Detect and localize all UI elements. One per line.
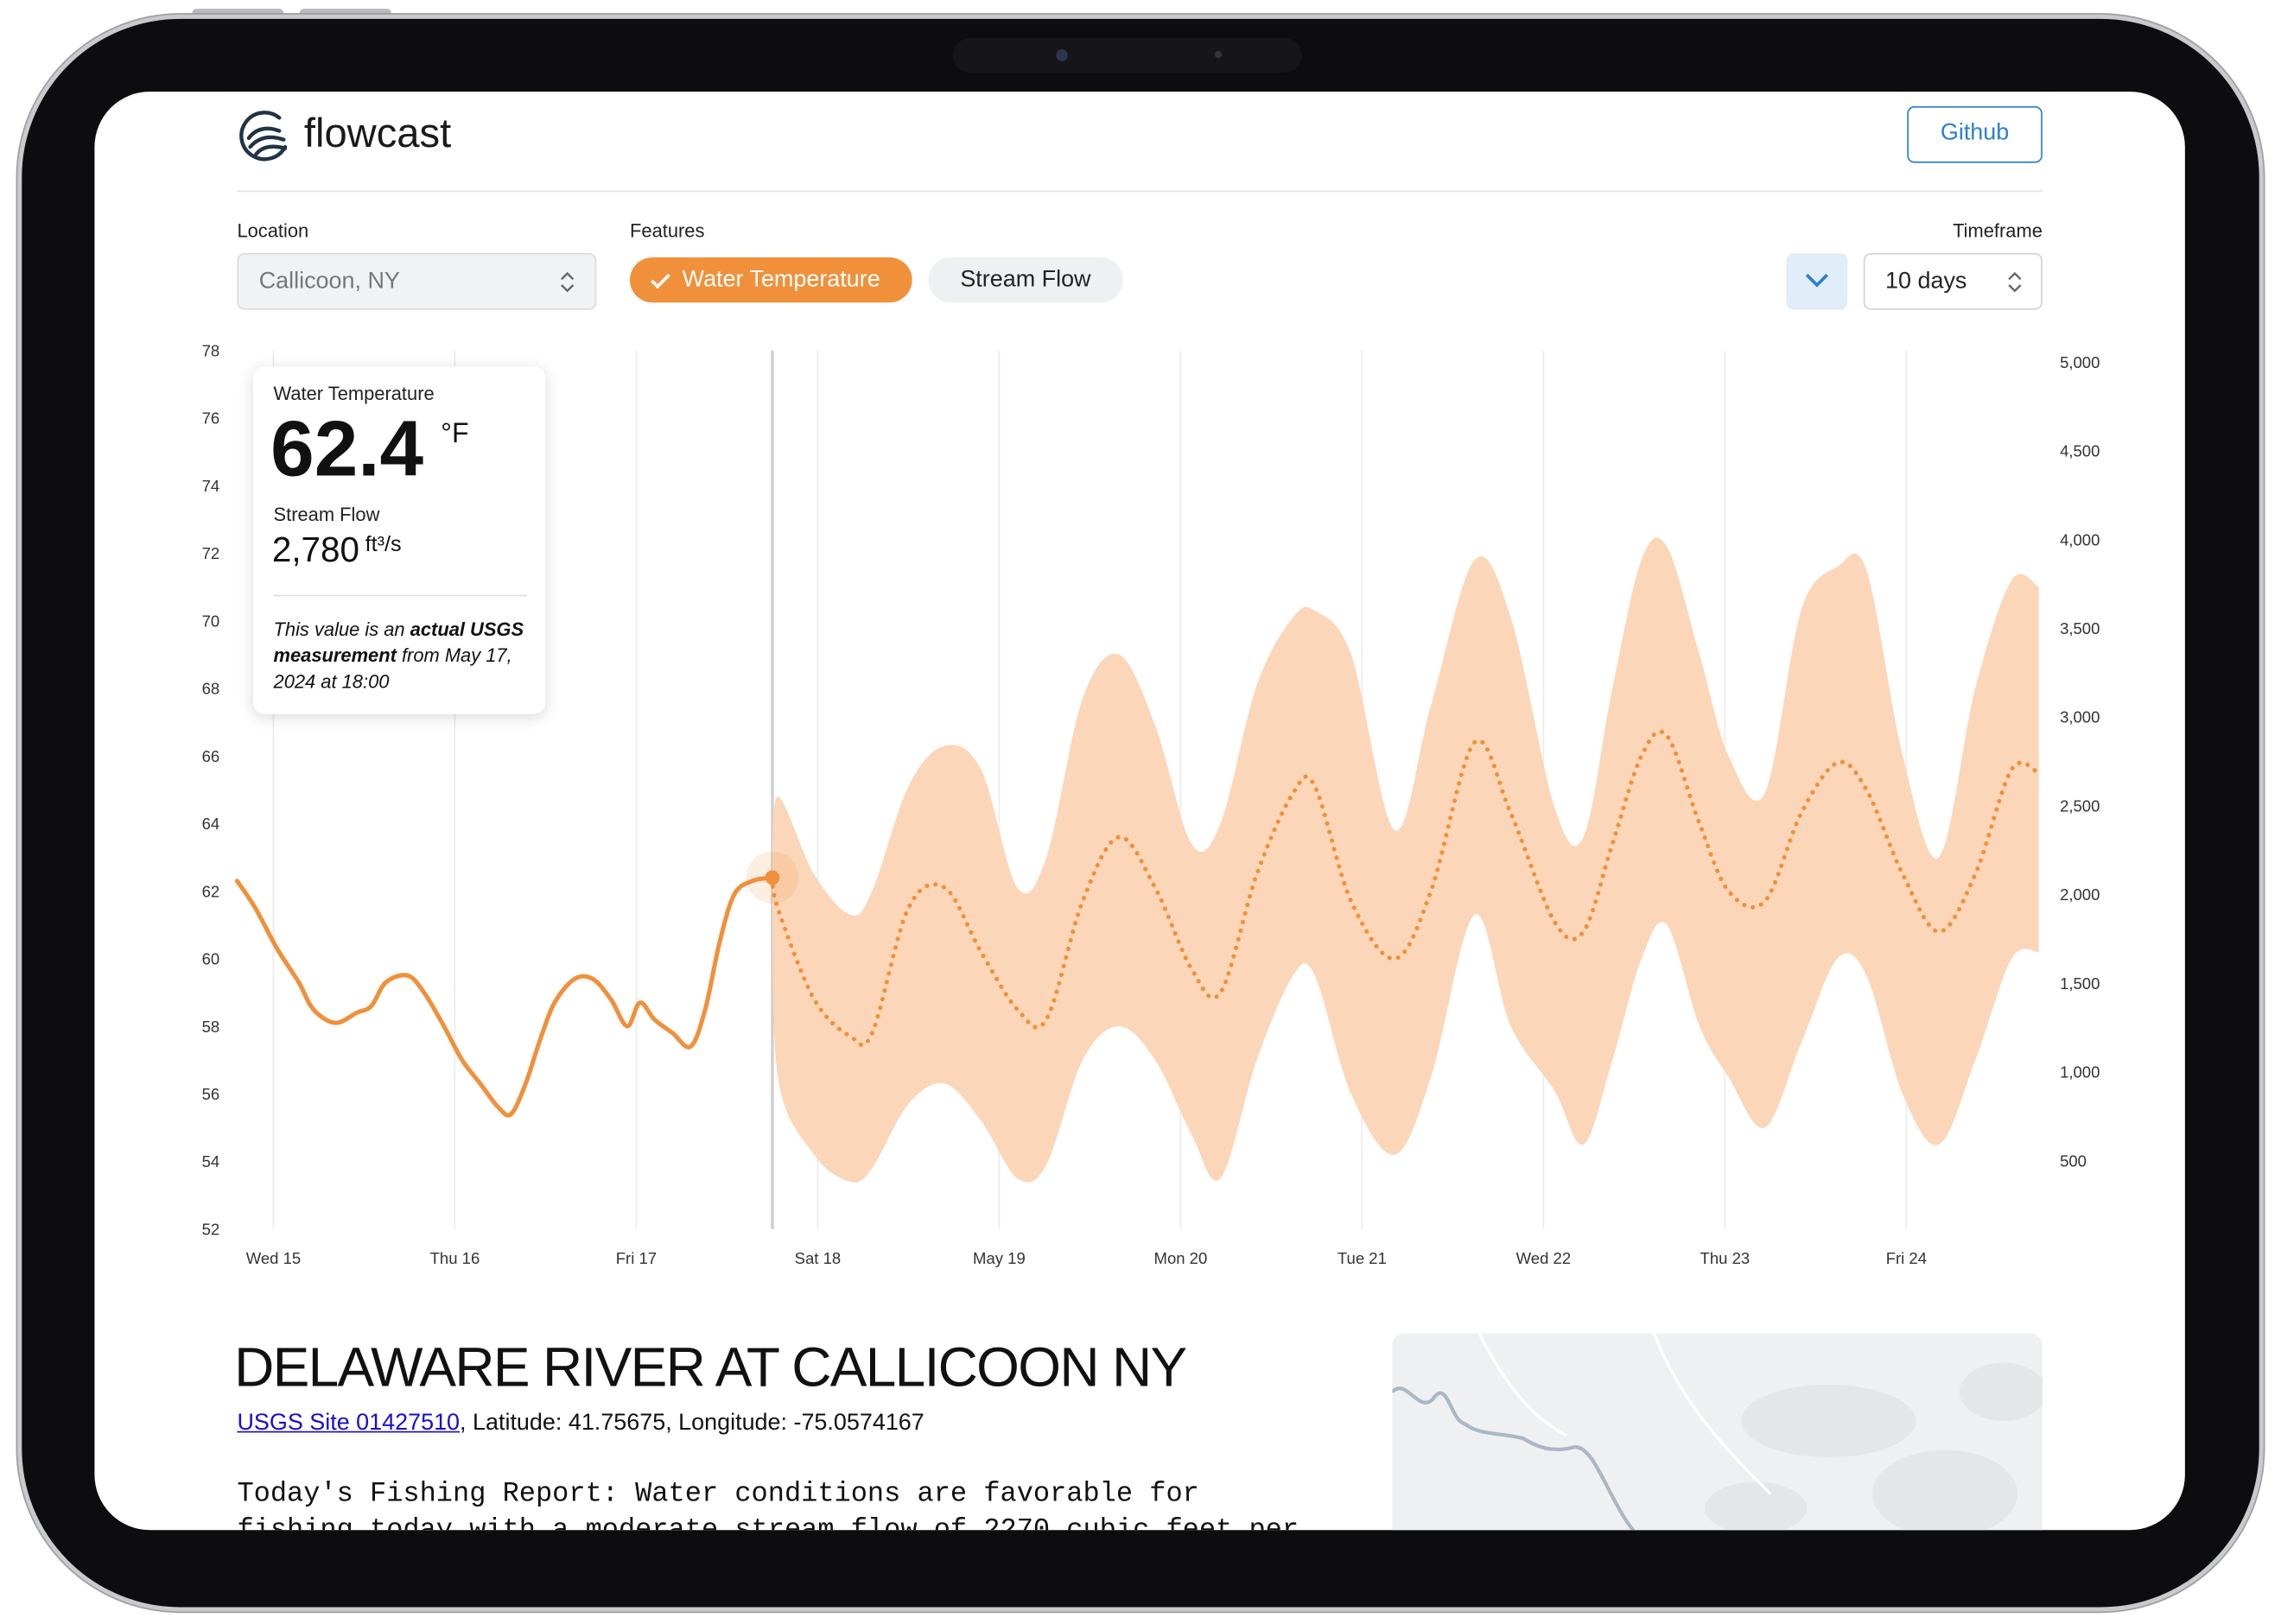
location-value: Callicoon, NY	[258, 269, 400, 295]
feature-pill-label: Water Temperature	[682, 266, 880, 292]
x-tick-label: Fri 17	[616, 1249, 657, 1267]
app: flowcast Github Location Callicoon, NY F…	[94, 92, 2184, 1531]
collapse-button[interactable]	[1786, 252, 1848, 310]
note-emphasis: actual USGS measurement	[273, 618, 524, 667]
note-text: This value is an	[273, 618, 410, 640]
logo-icon	[239, 111, 288, 162]
feature-pill[interactable]: Water Temperature	[630, 257, 912, 303]
chart: Wed 15 Thu 16 Fri 17 Sat 18 May 19 Mon 20 Tue …	[202, 341, 2100, 1267]
fishing-report: Today's Fishing Report: Water conditions…	[237, 1477, 1299, 1531]
forecast-band	[772, 537, 2039, 1183]
y-tick-label: 78	[202, 341, 220, 359]
note-text: from May 17, 2024 at 18:00	[273, 644, 512, 693]
hover-point	[765, 870, 780, 885]
measured-line	[234, 875, 775, 1118]
x-tick-label: Thu 16	[430, 1249, 480, 1267]
camera	[1056, 49, 1068, 61]
camera-bar	[952, 37, 1302, 73]
x-tick-label: May 19	[973, 1249, 1026, 1267]
map	[1392, 1333, 2043, 1531]
x-tick-label: Fri 24	[1886, 1249, 1927, 1267]
github-button[interactable]: Github	[1907, 105, 2043, 163]
divider	[237, 190, 2043, 193]
y-tick-label: 52	[202, 1220, 220, 1238]
tooltip-flow-label: Stream Flow	[273, 503, 380, 525]
y2-tick-label: 5,000	[2060, 353, 2100, 371]
tooltip-divider	[273, 594, 527, 597]
tooltip: Water Temperature 62.4 °F Stream Flow 2,…	[252, 366, 546, 714]
y-tick-label: 72	[202, 544, 220, 562]
x-tick-label: Wed 15	[246, 1249, 301, 1267]
y2-tick-label: 2,000	[2060, 885, 2100, 904]
feature-pill-label: Stream Flow	[960, 266, 1091, 292]
chevron-down	[1805, 273, 1828, 288]
y2-tick-label: 4,000	[2060, 530, 2100, 549]
tooltip-temp-unit: °F	[441, 418, 469, 450]
location-label: Location	[237, 219, 309, 242]
feature-pill[interactable]: Stream Flow	[928, 257, 1123, 303]
y-tick-label: 70	[202, 612, 220, 630]
volume-button	[299, 9, 391, 18]
y-tick-label: 74	[202, 477, 220, 495]
y-tick-label: 66	[202, 747, 220, 765]
brand: flowcast	[303, 110, 452, 156]
station-title: DELAWARE RIVER AT CALLICOON NY	[234, 1337, 1187, 1399]
tooltip-temp-label: Water Temperature	[273, 382, 435, 405]
y-tick-label: 64	[202, 815, 220, 833]
y-tick-label: 54	[202, 1152, 220, 1170]
y2-tick-label: 1,500	[2060, 974, 2100, 993]
y2-tick-label: 4,500	[2060, 442, 2100, 460]
x-tick-label: Sat 18	[795, 1249, 842, 1267]
y-tick-label: 58	[202, 1018, 220, 1036]
y2-tick-label: 3,000	[2060, 708, 2100, 726]
volume-button	[192, 9, 284, 18]
feature-pills: Water Temperature Stream Flow	[630, 257, 1123, 303]
check-icon	[650, 273, 670, 289]
y2-tick-label: 1,000	[2060, 1063, 2100, 1082]
tooltip-note: This value is an actual USGS measurement…	[274, 617, 529, 695]
select-chevrons	[561, 271, 575, 293]
tooltip-flow-unit: ft³/s	[365, 532, 402, 557]
x-tick-label: Tue 21	[1337, 1249, 1387, 1267]
features-label: Features	[630, 219, 705, 242]
map-features	[1392, 1333, 2043, 1531]
site-info-line: USGS Site 01427510, Latitude: 41.75675, …	[237, 1411, 924, 1437]
x-tick-label: Thu 23	[1700, 1249, 1750, 1267]
site-info: , Latitude: 41.75675, Longitude: -75.057…	[460, 1411, 924, 1436]
forecast-line	[770, 729, 2042, 1048]
timeframe-label: Timeframe	[1953, 219, 2043, 242]
select-chevrons	[2008, 271, 2022, 293]
y2-tick-label: 2,500	[2060, 796, 2100, 815]
tooltip-temp: 62.4	[270, 405, 424, 493]
tooltip-flow: 2,780	[271, 530, 359, 570]
y-tick-label: 76	[202, 409, 220, 428]
timeframe-value: 10 days	[1885, 269, 1967, 295]
x-tick-label: Wed 22	[1516, 1249, 1571, 1267]
y-tick-label: 62	[202, 882, 220, 900]
location-select[interactable]: Callicoon, NY	[237, 252, 597, 310]
timeframe-select[interactable]: 10 days	[1863, 252, 2043, 310]
sensor	[1214, 50, 1223, 59]
y2-tick-label: 3,500	[2060, 619, 2100, 638]
x-tick-label: Mon 20	[1154, 1249, 1208, 1267]
y-tick-label: 60	[202, 950, 220, 968]
screen: flowcast Github Location Callicoon, NY F…	[94, 92, 2185, 1531]
y2-tick-label: 500	[2060, 1151, 2087, 1170]
y-tick-label: 68	[202, 680, 220, 698]
y-tick-label: 56	[202, 1085, 220, 1103]
site-link[interactable]: USGS Site 01427510	[237, 1411, 461, 1436]
